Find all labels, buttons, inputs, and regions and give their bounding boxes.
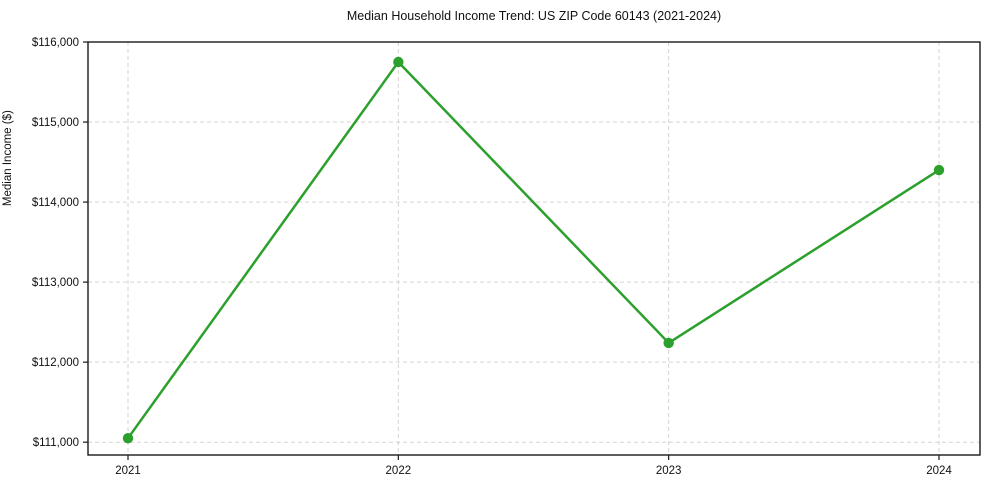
x-tick-label: 2021 — [115, 465, 141, 477]
y-tick-label: $111,000 — [33, 437, 79, 449]
y-tick-label: $116,000 — [32, 37, 79, 49]
data-point — [122, 432, 134, 444]
plot-border — [87, 41, 981, 456]
x-tick-label: 2023 — [656, 465, 682, 477]
y-tick-label: $115,000 — [32, 117, 79, 129]
x-tick-label: 2022 — [386, 465, 412, 477]
x-tick-label: 2024 — [926, 465, 952, 477]
data-point — [393, 56, 404, 68]
chart-title: Median Household Income Trend: US ZIP Co… — [346, 9, 722, 23]
y-tick-label: $112,000 — [32, 357, 79, 369]
y-tick-label: $113,000 — [32, 277, 79, 289]
y-tick-label: $114,000 — [32, 197, 79, 209]
data-point — [663, 337, 674, 349]
data-point — [933, 164, 945, 176]
trend-line — [126, 60, 941, 440]
